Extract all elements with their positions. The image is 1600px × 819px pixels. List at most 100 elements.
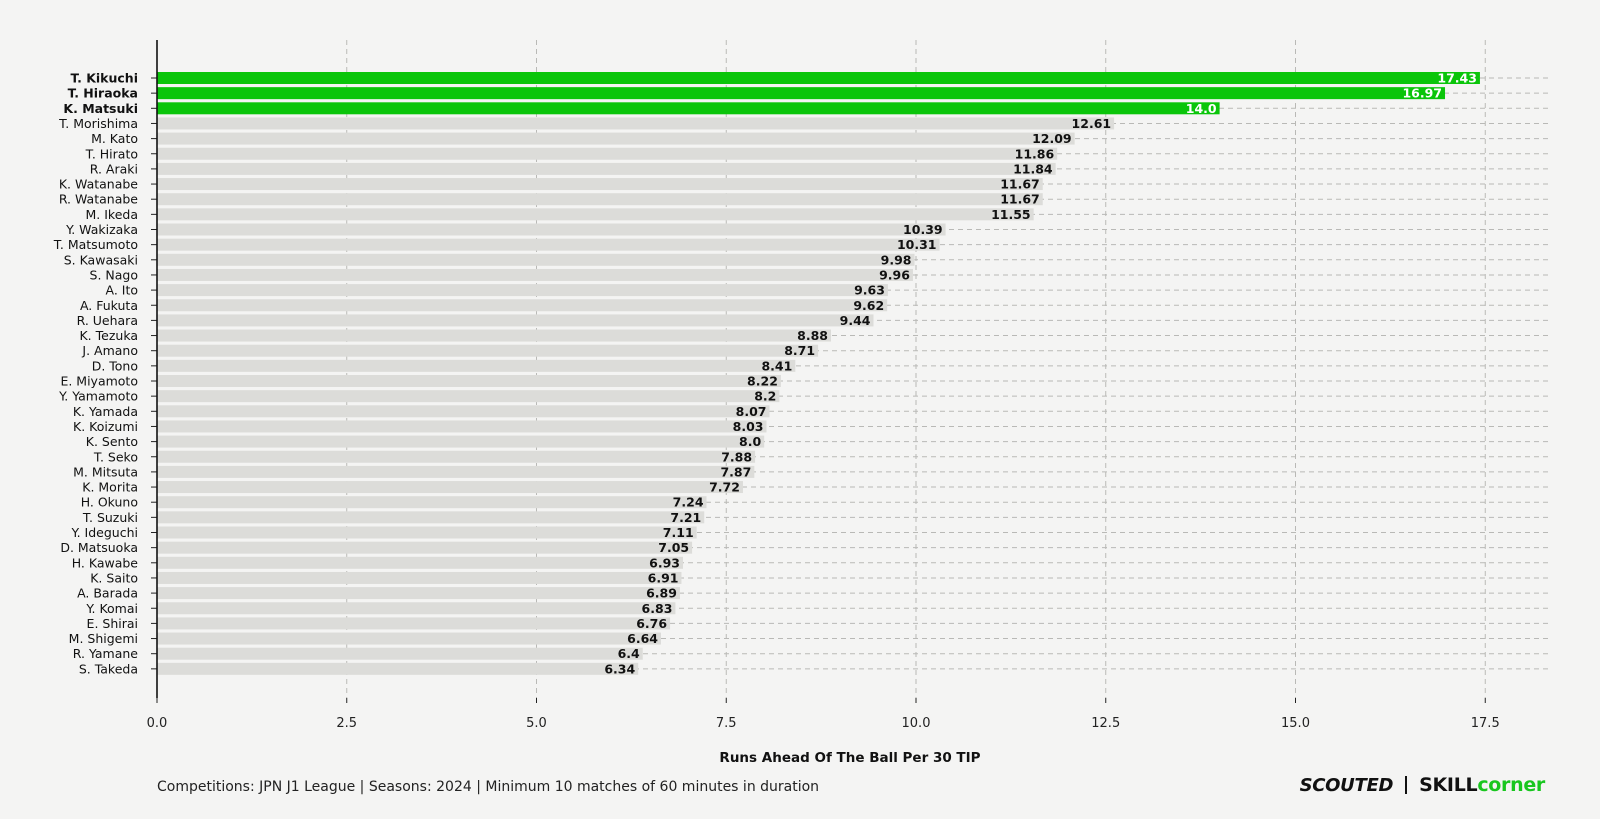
bar (157, 299, 888, 312)
category-label: S. Nago (90, 267, 138, 282)
bar (157, 481, 743, 494)
bar (157, 132, 1075, 145)
category-label: A. Barada (77, 586, 138, 601)
x-tick-label: 5.0 (526, 716, 547, 731)
value-label: 11.67 (1000, 177, 1040, 192)
bar (157, 662, 639, 675)
category-label: D. Tono (92, 358, 138, 373)
bar (157, 390, 780, 403)
value-label: 16.97 (1402, 86, 1442, 101)
bar (157, 72, 1480, 84)
value-label: 9.96 (879, 267, 910, 282)
bar (157, 420, 767, 433)
value-label: 9.62 (853, 298, 884, 313)
category-label: K. Yamada (73, 404, 138, 419)
value-label: 6.83 (642, 601, 673, 616)
bar (157, 208, 1034, 221)
category-label: R. Araki (90, 161, 138, 176)
value-label: 8.03 (733, 419, 764, 434)
value-label: 11.67 (1000, 192, 1040, 207)
value-label: 6.4 (618, 646, 640, 661)
bar (157, 647, 643, 660)
category-label: Y. Wakizaka (65, 222, 138, 237)
bar (157, 117, 1115, 130)
value-label: 8.88 (797, 328, 828, 343)
value-label: 9.44 (840, 313, 871, 328)
bar (157, 465, 755, 478)
category-label: T. Suzuki (82, 510, 138, 525)
category-label: K. Sento (86, 434, 138, 449)
value-label: 9.98 (881, 252, 912, 267)
value-label: 7.88 (721, 449, 752, 464)
bar (157, 223, 946, 236)
scouted-logo: SCOUTED (1299, 774, 1394, 796)
bar (157, 405, 770, 418)
bar (157, 359, 796, 372)
category-label: A. Fukuta (80, 298, 138, 313)
category-label: E. Shirai (87, 616, 138, 631)
logo-divider (1405, 776, 1408, 794)
bar (157, 571, 682, 584)
bar (157, 602, 676, 615)
category-label: D. Matsuoka (60, 540, 138, 555)
category-label: R. Uehara (77, 313, 138, 328)
value-label: 10.39 (903, 222, 943, 237)
value-label: 7.05 (658, 540, 689, 555)
category-label: J. Amano (81, 343, 138, 358)
bar (157, 253, 915, 266)
value-label: 6.93 (649, 555, 680, 570)
category-label: R. Yamane (73, 646, 139, 661)
value-label: 12.61 (1072, 116, 1112, 131)
brand-logos: SCOUTED SKILLcorner (1299, 774, 1546, 796)
category-label: K. Morita (82, 480, 138, 495)
x-tick-label: 0.0 (147, 716, 168, 731)
bar (157, 162, 1056, 175)
bar (157, 284, 888, 297)
x-axis: 0.0 2.5 5.0 7.5 10.0 12.5 15.0 17.5 (147, 698, 1500, 731)
skillcorner-logo: SKILLcorner (1419, 774, 1545, 796)
bar (157, 450, 756, 463)
category-label: K. Saito (90, 570, 138, 585)
x-tick-label: 2.5 (336, 716, 357, 731)
category-label: T. Hirato (85, 146, 138, 161)
value-label: 8.0 (739, 434, 761, 449)
category-label: T. Seko (93, 449, 138, 464)
value-label: 6.89 (646, 586, 677, 601)
bar (157, 314, 874, 327)
value-label: 7.87 (720, 464, 751, 479)
x-tick-label: 7.5 (716, 716, 737, 731)
value-label: 11.55 (991, 207, 1031, 222)
bar (157, 344, 819, 357)
category-label: T. Morishima (58, 116, 138, 131)
x-tick-label: 10.0 (902, 716, 931, 731)
value-label: 8.22 (747, 374, 778, 389)
bar (157, 268, 913, 281)
bar (157, 556, 683, 569)
x-tick-label: 17.5 (1471, 716, 1500, 731)
category-label: T. Kikuchi (70, 71, 138, 86)
value-label: 8.41 (761, 358, 792, 373)
category-label: K. Watanabe (59, 177, 138, 192)
bar (157, 238, 940, 251)
bar (157, 193, 1043, 206)
value-label: 11.86 (1015, 146, 1055, 161)
category-label: Y. Komai (85, 601, 138, 616)
x-tick-label: 15.0 (1281, 716, 1310, 731)
bar (157, 329, 831, 342)
bar (157, 587, 680, 600)
bar (157, 632, 661, 645)
category-label: M. Mitsuta (73, 464, 138, 479)
category-label: M. Kato (91, 131, 138, 146)
value-label: 10.31 (897, 237, 937, 252)
bars: 17.4316.9714.012.6112.0911.8611.8411.671… (157, 71, 1480, 676)
category-label: R. Watanabe (59, 192, 138, 207)
category-label: M. Ikeda (86, 207, 139, 222)
value-label: 8.2 (754, 389, 776, 404)
bar (157, 617, 671, 630)
category-label: K. Matsuki (63, 101, 138, 116)
value-label: 8.07 (736, 404, 767, 419)
category-label: Y. Ideguchi (71, 525, 139, 540)
bar (157, 511, 705, 524)
bar (157, 102, 1220, 115)
